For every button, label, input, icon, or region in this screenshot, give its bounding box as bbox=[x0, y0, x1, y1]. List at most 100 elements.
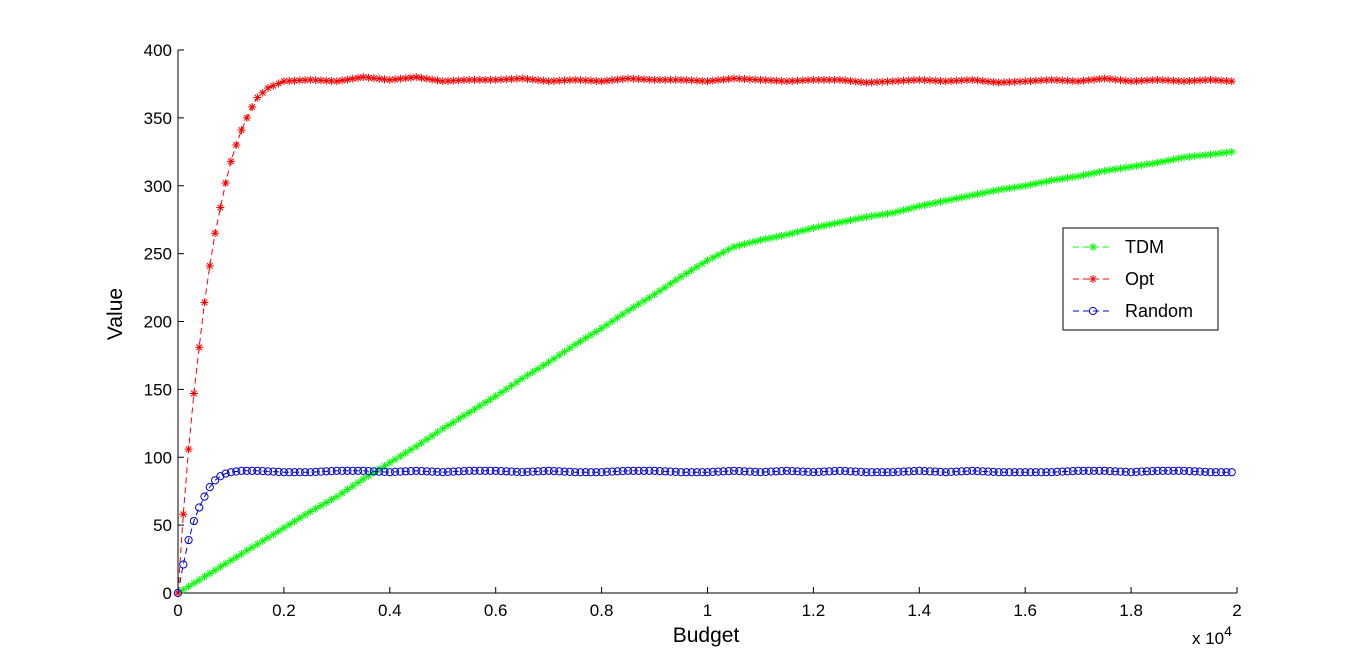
data-point bbox=[1058, 174, 1067, 183]
data-point bbox=[1195, 467, 1205, 476]
data-point bbox=[406, 445, 415, 454]
data-point bbox=[761, 234, 770, 243]
data-point bbox=[925, 76, 934, 85]
data-point bbox=[682, 269, 691, 278]
data-point bbox=[396, 74, 405, 83]
data-point bbox=[1105, 466, 1115, 476]
data-point bbox=[756, 75, 765, 84]
data-point bbox=[216, 472, 225, 481]
data-point bbox=[242, 546, 251, 555]
data-point bbox=[968, 466, 977, 475]
legend-label: Random bbox=[1125, 301, 1193, 321]
data-point bbox=[618, 310, 627, 319]
data-point bbox=[1005, 184, 1014, 193]
legend-marker bbox=[1088, 306, 1098, 316]
data-point bbox=[909, 466, 919, 476]
data-point bbox=[285, 520, 294, 529]
data-point bbox=[788, 466, 797, 476]
data-point bbox=[666, 75, 675, 84]
data-point bbox=[714, 76, 723, 85]
data-point bbox=[1142, 76, 1151, 85]
data-point bbox=[211, 229, 220, 238]
data-point bbox=[242, 466, 251, 475]
data-point bbox=[894, 76, 903, 85]
data-point bbox=[332, 466, 341, 475]
data-point bbox=[793, 76, 802, 85]
data-point bbox=[915, 202, 924, 211]
data-point bbox=[1084, 170, 1093, 179]
data-point bbox=[735, 466, 744, 476]
data-point bbox=[549, 354, 558, 363]
data-point bbox=[745, 75, 754, 84]
data-point bbox=[581, 468, 590, 477]
data-point bbox=[1142, 467, 1152, 476]
data-point bbox=[1015, 468, 1025, 477]
data-point bbox=[872, 78, 881, 87]
data-point bbox=[661, 283, 670, 292]
data-point bbox=[650, 75, 659, 84]
data-point bbox=[708, 253, 717, 262]
data-point bbox=[290, 517, 299, 526]
data-point bbox=[523, 75, 532, 84]
data-point bbox=[274, 79, 283, 88]
x-tick-label: 1 bbox=[703, 601, 712, 620]
data-point bbox=[269, 81, 278, 90]
data-point bbox=[486, 75, 495, 84]
data-point bbox=[745, 467, 754, 476]
data-point bbox=[1174, 154, 1183, 163]
data-point bbox=[232, 141, 241, 150]
data-point bbox=[973, 190, 982, 199]
data-point bbox=[444, 76, 453, 85]
data-point bbox=[957, 193, 966, 202]
data-point bbox=[1063, 76, 1072, 85]
data-point bbox=[999, 468, 1009, 477]
data-point bbox=[698, 259, 707, 268]
data-point bbox=[973, 466, 982, 476]
data-point bbox=[793, 227, 802, 236]
data-point bbox=[1132, 76, 1141, 85]
data-point bbox=[364, 471, 373, 480]
data-point bbox=[274, 527, 283, 536]
data-point bbox=[586, 468, 596, 477]
data-point bbox=[1089, 466, 1099, 475]
data-point bbox=[1068, 466, 1077, 476]
data-point bbox=[465, 466, 474, 475]
data-point bbox=[486, 466, 495, 475]
data-point bbox=[571, 75, 580, 84]
data-point bbox=[406, 466, 416, 476]
data-point bbox=[910, 76, 919, 85]
data-point bbox=[729, 74, 738, 83]
data-point bbox=[682, 468, 691, 477]
data-point bbox=[857, 214, 866, 223]
data-point bbox=[857, 78, 866, 87]
data-point bbox=[989, 78, 998, 87]
data-point bbox=[221, 559, 230, 568]
data-point bbox=[216, 562, 225, 571]
data-point bbox=[729, 242, 738, 251]
data-point bbox=[1211, 149, 1220, 158]
data-point bbox=[830, 219, 839, 228]
data-point bbox=[338, 489, 347, 498]
data-point bbox=[311, 467, 320, 477]
data-point bbox=[1084, 76, 1093, 85]
data-point bbox=[401, 467, 410, 476]
data-point bbox=[375, 465, 384, 474]
data-point bbox=[1074, 172, 1083, 181]
data-point bbox=[899, 467, 908, 476]
data-point bbox=[343, 75, 352, 84]
data-point bbox=[528, 75, 537, 84]
data-point bbox=[735, 74, 744, 83]
data-point bbox=[1042, 468, 1051, 477]
data-point bbox=[470, 405, 479, 414]
data-point bbox=[597, 468, 606, 477]
data-point bbox=[428, 75, 437, 84]
data-point bbox=[814, 467, 823, 477]
data-point bbox=[195, 503, 204, 512]
data-point bbox=[1036, 468, 1046, 477]
axes: 0 0.2 0.4 0.6 0.8 1 1.2 1.4 1.6 1.8 2 0 50 100 150 200 2… bbox=[144, 41, 1242, 620]
data-point bbox=[1031, 468, 1040, 477]
data-point bbox=[597, 324, 606, 333]
data-point bbox=[512, 467, 521, 477]
data-point bbox=[1005, 78, 1014, 87]
data-point bbox=[327, 466, 336, 476]
